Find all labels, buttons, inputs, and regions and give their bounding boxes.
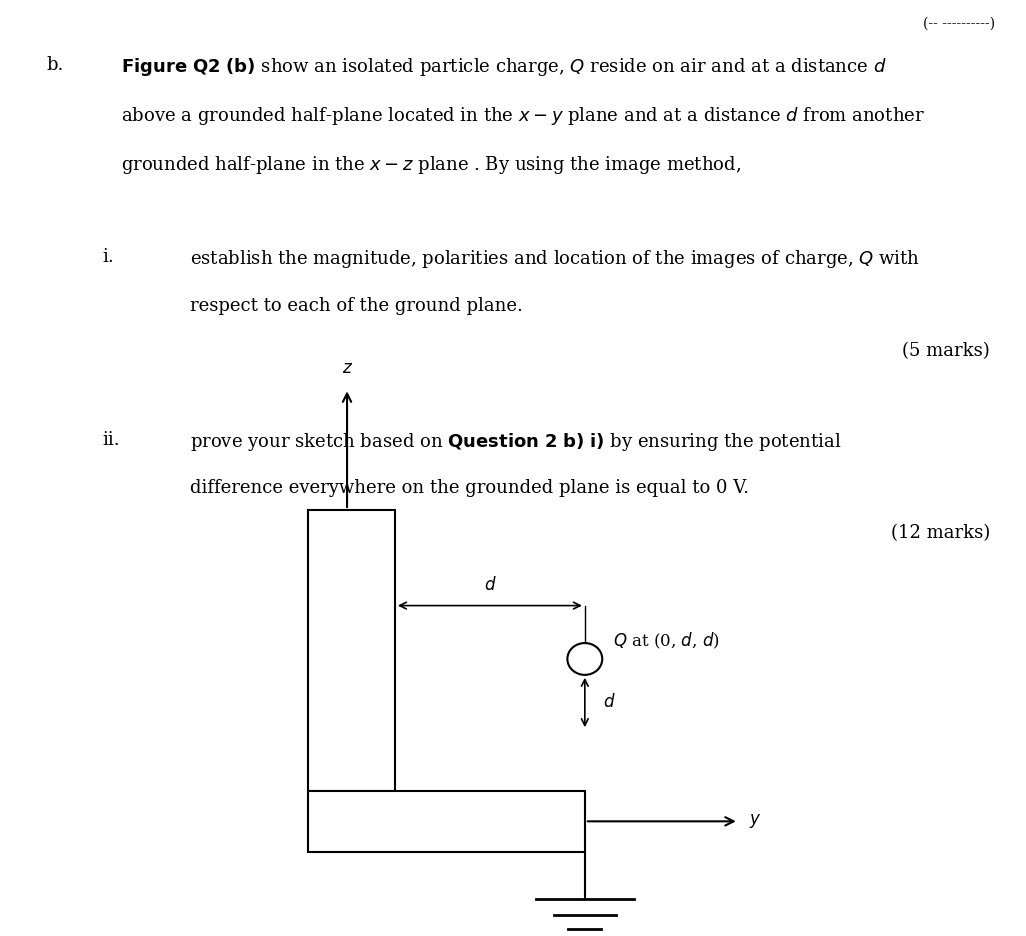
- Text: (12 marks): (12 marks): [891, 524, 990, 542]
- Text: $Q$ at (0, $d$, $d$): $Q$ at (0, $d$, $d$): [613, 631, 719, 651]
- Bar: [308, 510, 395, 791]
- Text: above a grounded half-plane located in the $x-y$ plane and at a distance $d$ fro: above a grounded half-plane located in t…: [121, 105, 925, 127]
- Text: (5 marks): (5 marks): [902, 342, 990, 359]
- Text: grounded half-plane in the $x-z$ plane . By using the image method,: grounded half-plane in the $x-z$ plane .…: [121, 154, 741, 176]
- Text: prove your sketch based on $\mathbf{Question\ 2\ b)\ i)}$ by ensuring the potent: prove your sketch based on $\mathbf{Ques…: [190, 431, 841, 453]
- Text: difference everywhere on the grounded plane is equal to 0 V.: difference everywhere on the grounded pl…: [190, 479, 749, 497]
- Bar: [308, 791, 585, 852]
- Text: respect to each of the ground plane.: respect to each of the ground plane.: [190, 297, 522, 314]
- Text: ii.: ii.: [103, 431, 120, 448]
- Text: establish the magnitude, polarities and location of the images of charge, $Q$ wi: establish the magnitude, polarities and …: [190, 248, 920, 271]
- Text: $z$: $z$: [342, 360, 353, 377]
- Text: $d$: $d$: [483, 577, 497, 594]
- Text: $\mathbf{Figure\ Q2\ (b)}$ show an isolated particle charge, $Q$ reside on air a: $\mathbf{Figure\ Q2\ (b)}$ show an isola…: [121, 56, 886, 79]
- Text: (-- ----------): (-- ----------): [923, 17, 995, 31]
- Text: $d$: $d$: [603, 694, 616, 711]
- Text: b.: b.: [46, 56, 64, 74]
- Text: $y$: $y$: [749, 812, 761, 830]
- Text: i.: i.: [103, 248, 114, 266]
